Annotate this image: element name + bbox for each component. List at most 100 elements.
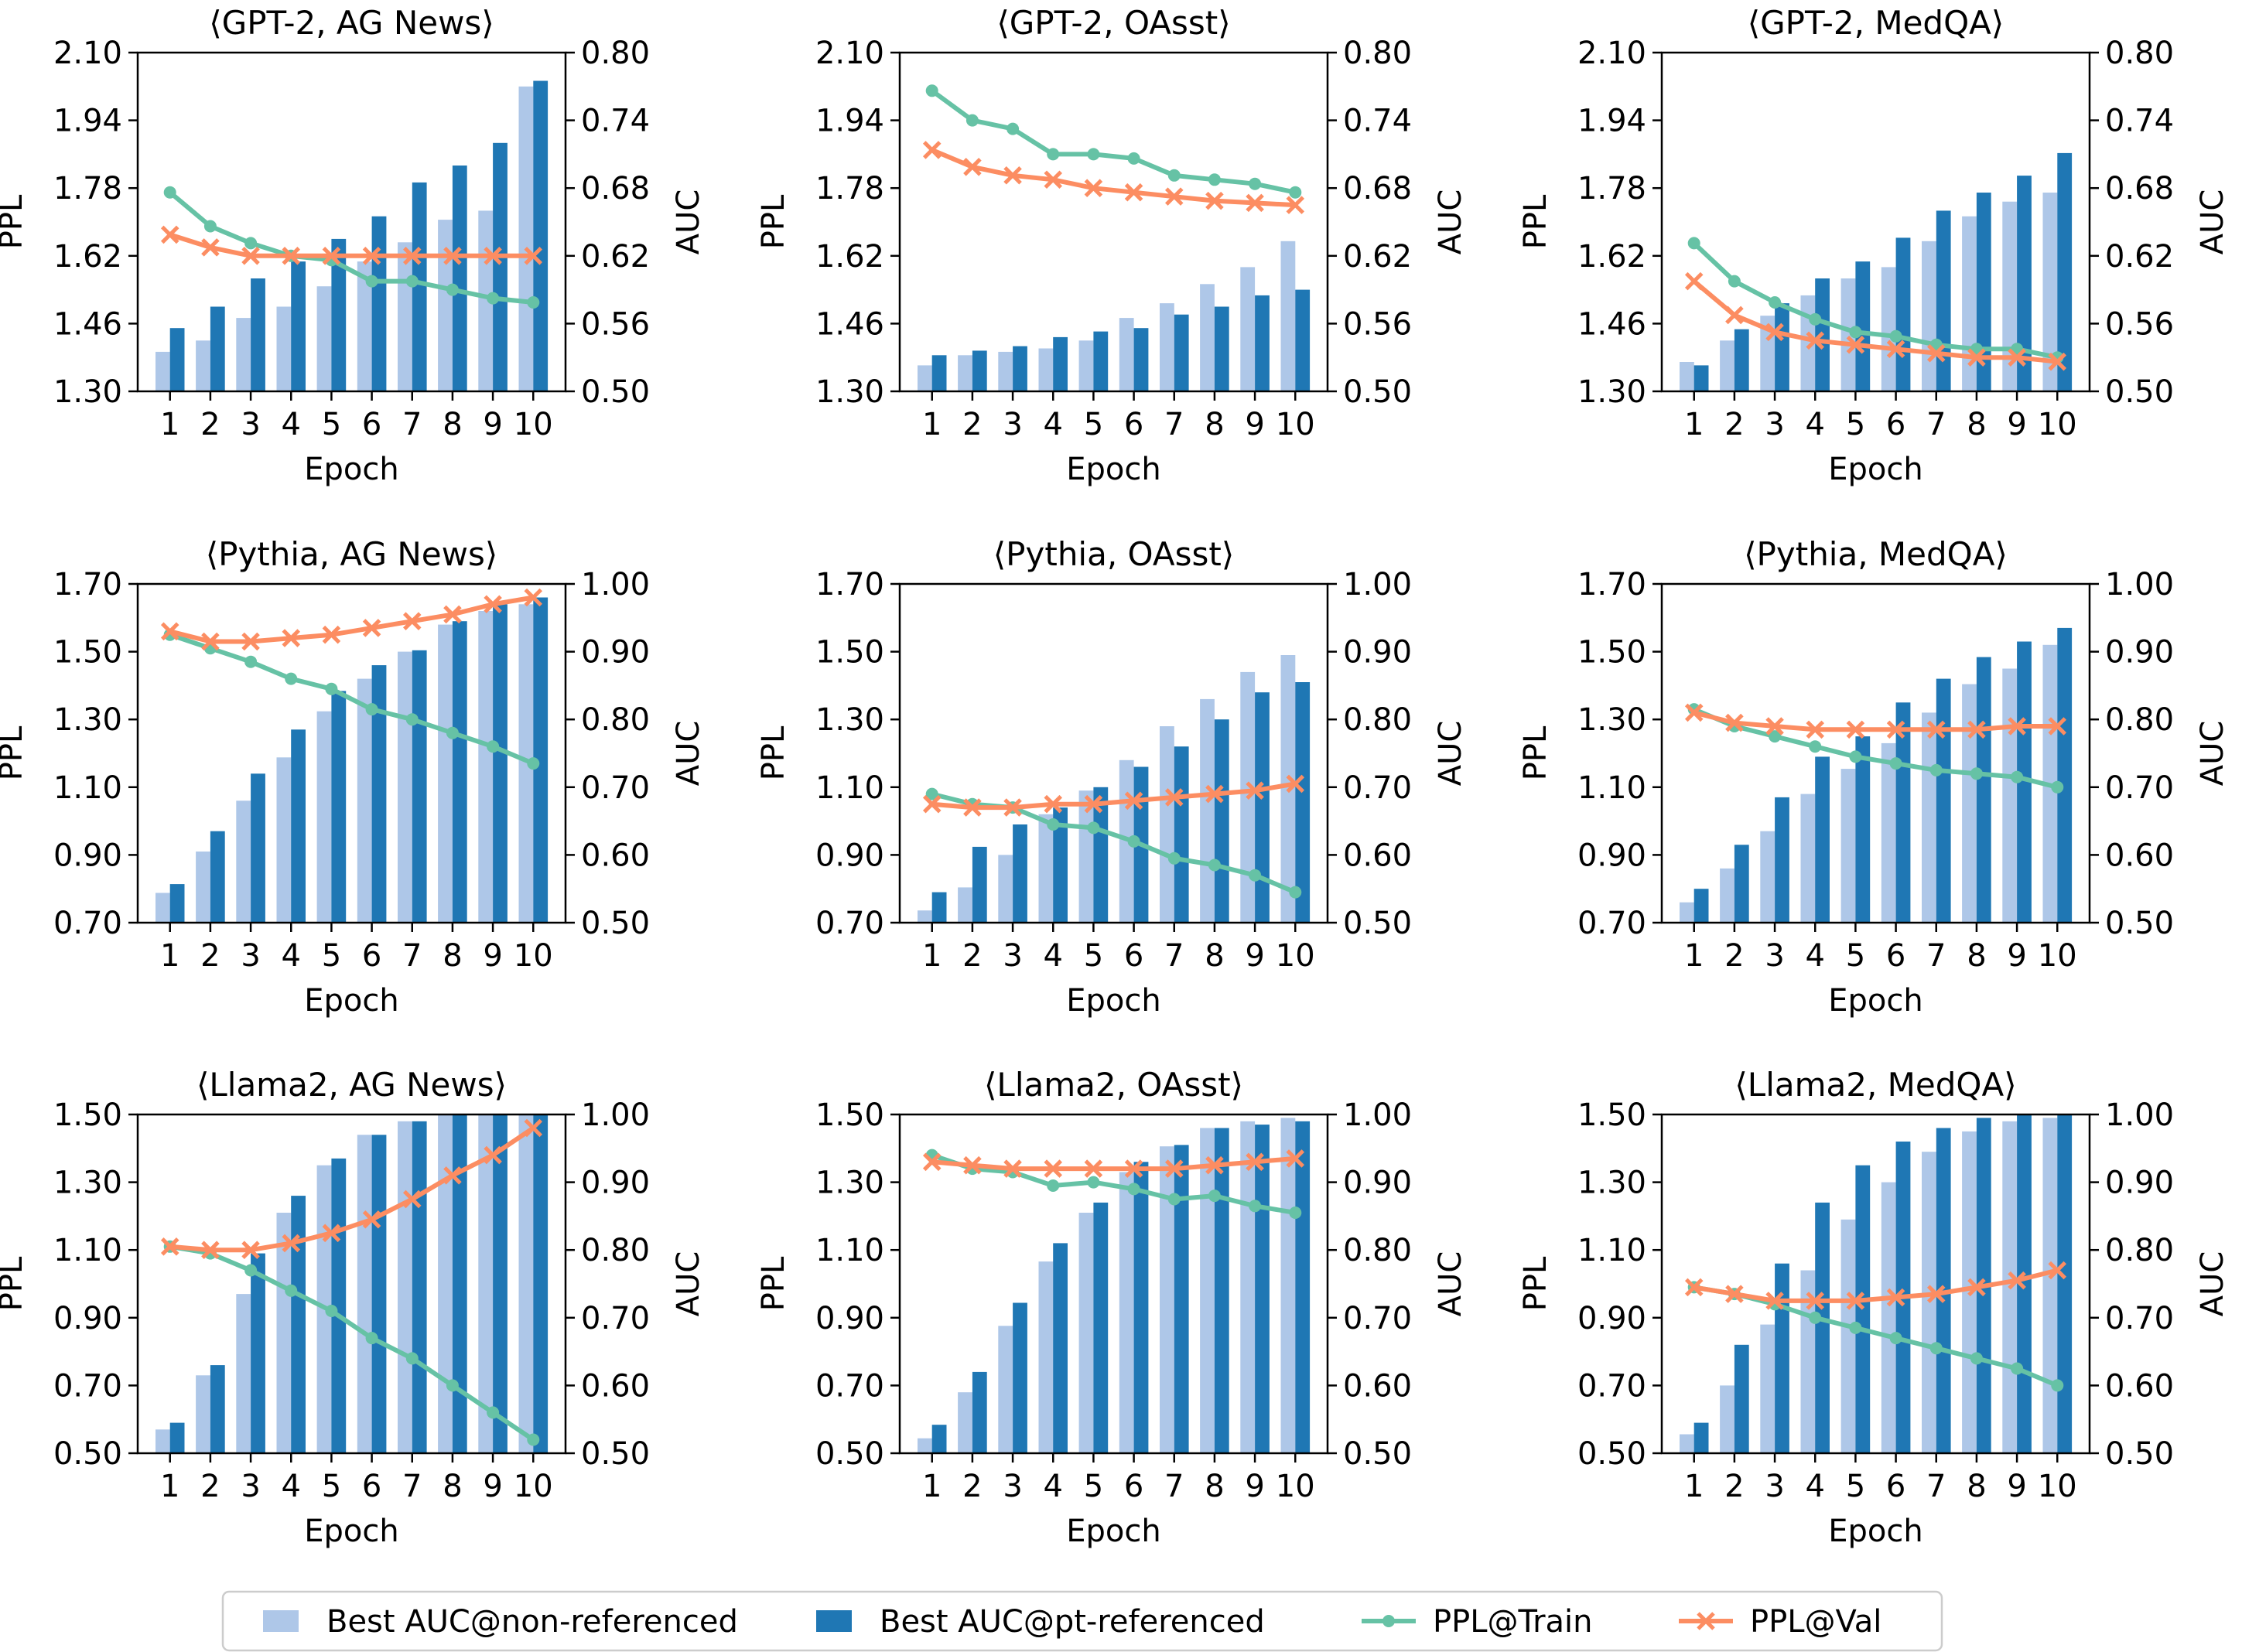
bar-pt-referenced-9 [1255,1125,1270,1453]
ppl-train-point-6 [365,703,378,716]
ytick-left-label: 1.62 [815,239,884,275]
ppl-val-line [931,1155,1296,1172]
bar-pt-referenced-4 [291,261,306,391]
ppl-train-point-9 [2011,770,2024,783]
ppl-val-point-5 [1084,794,1103,814]
xtick-label: 5 [1084,938,1103,974]
bar-pt-referenced-1 [931,892,947,923]
xtick-label: 1 [1684,1469,1704,1504]
subplot-2: 1.30 1.46 1.62 1.78 1.94 2.10 0.50 0.56 0.62 0.68… [756,4,1468,487]
xtick-label: 1 [1684,938,1704,974]
ppl-train-point-4 [1047,818,1060,831]
bar-pt-referenced-8 [1214,719,1229,923]
bar-pt-referenced-8 [452,1114,467,1453]
ppl-val-point-3 [1003,1159,1022,1178]
bar-pt-referenced-1 [931,1425,947,1453]
ytick-right-label: 1.00 [581,1097,650,1133]
ppl-train-point-3 [1769,730,1782,743]
xtick-label: 3 [241,1469,260,1504]
bar-non-referenced-2 [958,355,972,391]
xtick-label: 8 [1205,938,1224,974]
ppl-train-point-6 [1889,757,1902,770]
ytick-right-label: 0.74 [581,104,650,139]
ppl-train-point-6 [1127,1183,1140,1196]
xtick-label: 3 [1765,938,1784,974]
ppl-train-point-8 [446,726,459,739]
ppl-val-point-7 [1164,187,1184,206]
ytick-left-label: 0.70 [1577,906,1646,941]
ytick-right-label: 0.90 [2105,1166,2174,1201]
bar-non-referenced-8 [438,1114,453,1453]
bar-pt-referenced-7 [1174,746,1189,923]
xtick-label: 8 [1967,938,1986,974]
y-axis-left-label: PPL [756,725,791,780]
x-axis-label: Epoch [1828,452,1922,487]
subplot-title: ⟨GPT-2, OAsst⟩ [996,4,1230,42]
bar-non-referenced-7 [398,651,412,923]
ppl-train-point-5 [325,682,338,695]
ppl-train-point-7 [1929,763,1943,777]
ppl-train-point-7 [1167,1193,1181,1206]
ppl-train-point-4 [1809,1311,1822,1324]
ytick-right-label: 1.00 [2105,1097,2174,1133]
x-axis-label: Epoch [1828,983,1922,1019]
xtick-label: 10 [1276,938,1315,974]
ytick-left-label: 1.50 [1577,635,1646,671]
xtick-label: 4 [1806,938,1825,974]
ppl-val-point-9 [484,595,502,614]
bar-pt-referenced-10 [2057,627,2073,923]
ppl-train-point-10 [1289,1207,1302,1219]
legend-swatch-2 [816,1610,852,1632]
bar-pt-referenced-5 [331,691,347,923]
ytick-right-label: 0.62 [581,239,650,275]
ytick-right-label: 0.68 [2105,171,2174,206]
bar-pt-referenced-8 [452,166,467,391]
ytick-left-label: 1.50 [53,1097,122,1133]
ytick-left-label: 0.50 [815,1436,884,1472]
bar-pt-referenced-10 [2057,152,2073,391]
ppl-val-point-6 [362,1210,381,1229]
bar-non-referenced-10 [1280,1118,1296,1453]
legend: Best AUC@non-referenced Best AUC@pt-refer… [221,1590,1943,1652]
ytick-left-label: 1.70 [53,567,122,602]
bar-non-referenced-4 [276,757,292,923]
bar-non-referenced-5 [1078,340,1094,391]
ppl-val-point-3 [1765,1292,1784,1310]
x-axis-label: Epoch [1066,452,1160,487]
bar-pt-referenced-2 [972,1371,987,1453]
ppl-train-point-2 [1728,275,1741,288]
xtick-label: 1 [160,938,179,974]
x-axis-label: Epoch [304,452,398,487]
ppl-val-point-5 [322,247,341,265]
ytick-left-label: 1.30 [53,1166,122,1201]
ppl-val-point-9 [2008,348,2026,367]
bar-pt-referenced-2 [1734,845,1749,923]
ppl-val-point-7 [1926,343,1946,363]
xtick-label: 10 [2038,1469,2077,1504]
ytick-left-label: 1.30 [815,1166,884,1201]
ppl-train-point-9 [487,1406,500,1419]
xtick-label: 8 [1205,407,1224,442]
ytick-right-label: 0.60 [1343,1368,1412,1404]
ppl-train-point-7 [1167,169,1181,182]
ytick-left-label: 1.10 [815,1233,884,1268]
y-axis-right-label: AUC [2195,1251,2230,1317]
ytick-right-label: 0.56 [2105,306,2174,342]
subplot-title: ⟨GPT-2, AG News⟩ [209,4,494,42]
ppl-train-line [930,88,1296,195]
ppl-val-point-1 [1684,703,1704,722]
ytick-left-label: 1.30 [53,702,122,738]
ppl-val-point-1 [922,1152,942,1172]
xtick-label: 4 [1806,407,1825,442]
bar-pt-referenced-4 [291,729,306,923]
ppl-val-point-10 [2048,1261,2067,1280]
bar-non-referenced-5 [1078,1213,1094,1453]
bar-pt-referenced-6 [1133,328,1149,391]
bar-non-referenced-2 [958,887,972,923]
ytick-left-label: 1.30 [1577,1166,1646,1201]
ppl-val-point-6 [362,247,381,265]
ppl-train-point-10 [1289,886,1302,899]
bar-pt-referenced-9 [493,1114,508,1453]
bar-pt-referenced-5 [1855,1165,1871,1453]
subplot-9: 0.50 0.70 0.90 1.10 1.30 1.50 0.50 0.60 0.70 0.80… [1518,1066,2230,1549]
